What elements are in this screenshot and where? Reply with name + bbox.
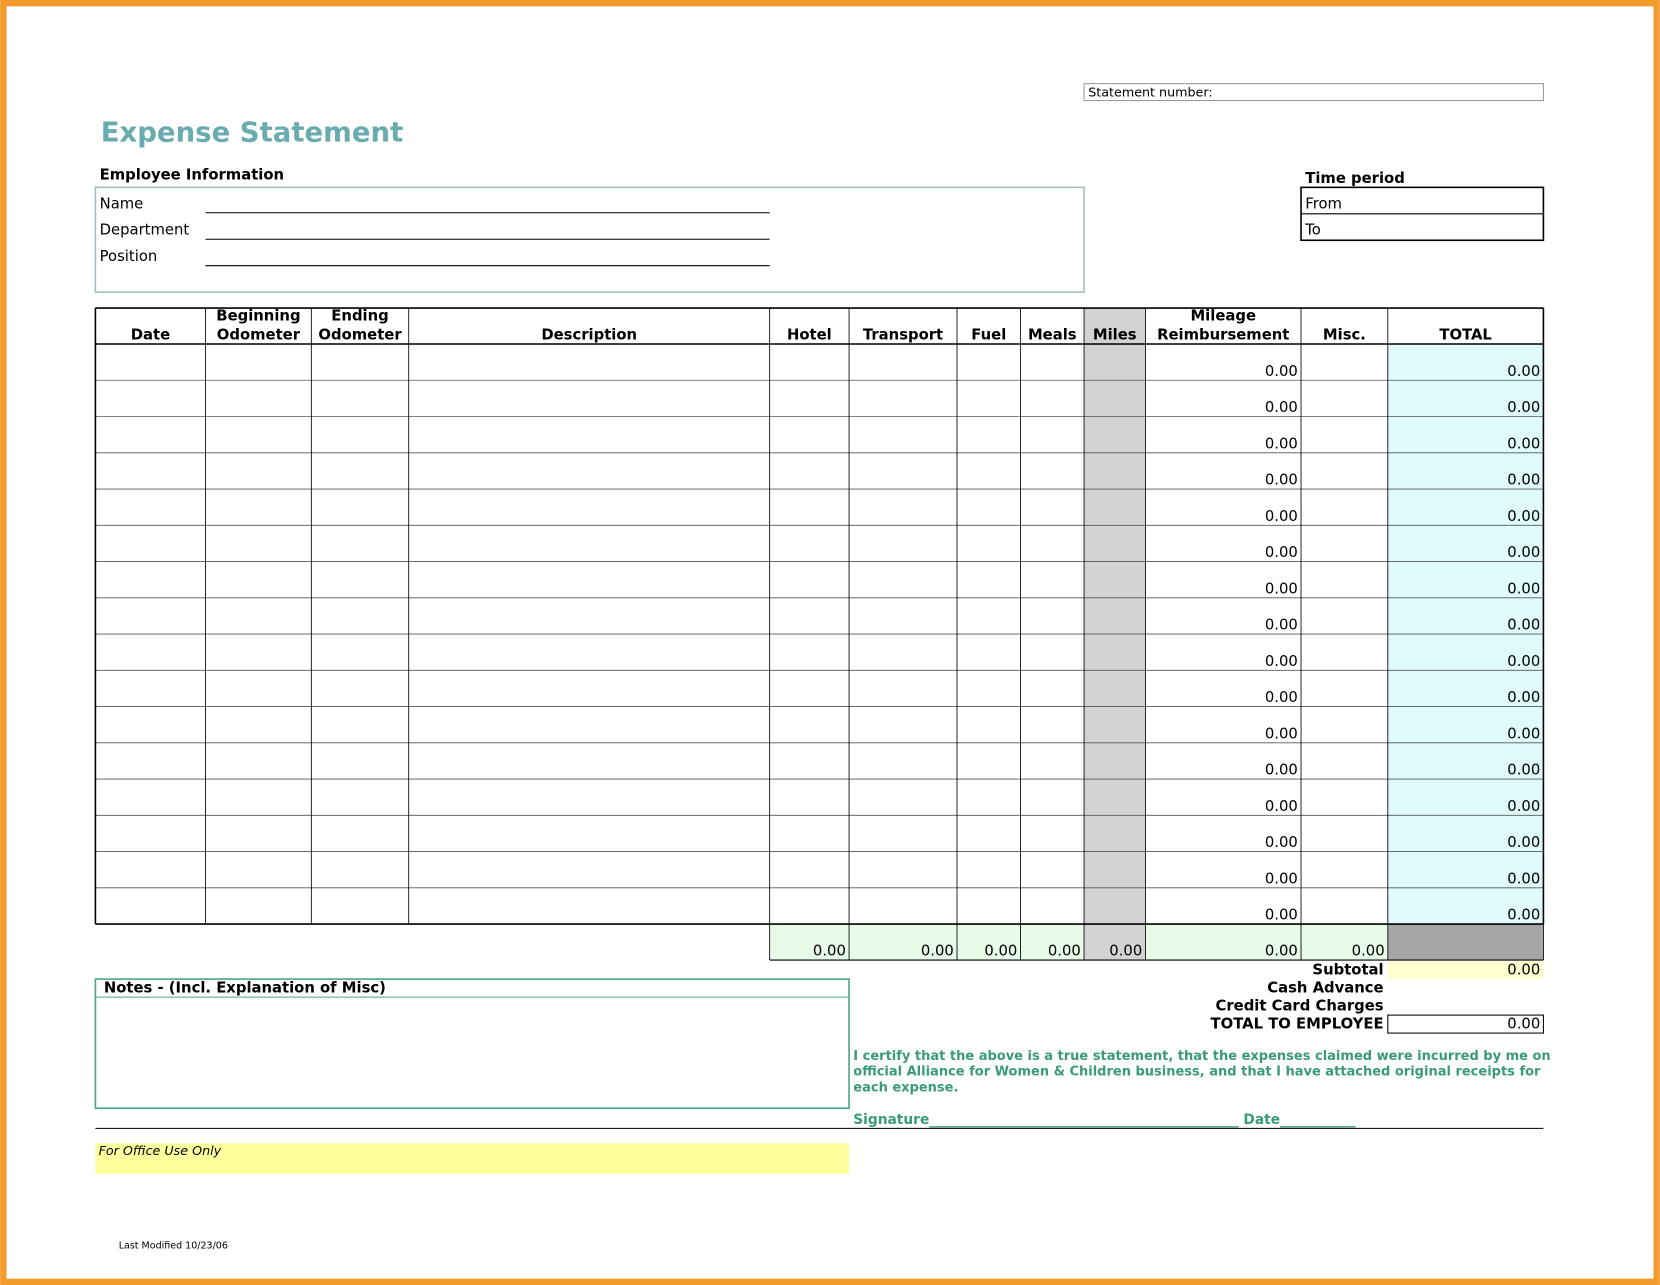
mileage-value: 0.00	[1265, 907, 1298, 924]
mileage-value: 0.00	[1265, 544, 1298, 561]
mileage-value: 0.00	[1265, 834, 1298, 851]
total-value: 0.00	[1507, 544, 1540, 561]
column-header: Beginning	[216, 307, 300, 324]
total-value: 0.00	[1507, 580, 1540, 597]
total-value: 0.00	[1507, 435, 1540, 452]
mileage-value: 0.00	[1265, 399, 1298, 416]
employee-heading: Employee Information	[100, 167, 284, 184]
column-header: Fuel	[971, 327, 1006, 344]
column-header: Miles	[1093, 327, 1137, 344]
summary-value: 0.00	[1507, 962, 1540, 979]
total-value: 0.00	[1507, 798, 1540, 815]
totals-grand-cell	[1387, 924, 1544, 961]
total-value: 0.00	[1507, 689, 1540, 706]
statement-number-label: Statement number:	[1088, 85, 1212, 100]
column-header: Reimbursement	[1157, 327, 1289, 344]
column-header: Odometer	[217, 327, 301, 344]
mileage-value: 0.00	[1265, 725, 1298, 742]
total-value: 0.00	[1507, 363, 1540, 380]
time-period-label: To	[1304, 222, 1321, 239]
column-header: Hotel	[787, 327, 832, 344]
summary-value: 0.00	[1507, 1016, 1540, 1033]
column-header: Description	[541, 327, 637, 344]
column-header: Date	[131, 327, 170, 344]
total-value: 0.00	[1507, 472, 1540, 489]
column-total: 0.00	[1265, 943, 1298, 960]
footer: Last Modified 10/23/06	[119, 1240, 228, 1251]
summary-label: Credit Card Charges	[1216, 998, 1384, 1015]
office-use: For Office Use Only	[99, 1143, 222, 1158]
total-value: 0.00	[1507, 399, 1540, 416]
total-value: 0.00	[1507, 617, 1540, 634]
mileage-value: 0.00	[1265, 472, 1298, 489]
office-use-box	[95, 1143, 850, 1174]
title: Expense Statement	[101, 116, 404, 148]
column-total: 0.00	[921, 943, 954, 960]
mileage-value: 0.00	[1265, 617, 1298, 634]
column-header: Ending	[331, 307, 388, 324]
summary-label: TOTAL TO EMPLOYEE	[1211, 1016, 1384, 1033]
mileage-value: 0.00	[1265, 689, 1298, 706]
statement-number-box	[1083, 83, 1544, 102]
certification: each expense.	[853, 1081, 958, 1096]
column-header: Odometer	[318, 327, 402, 344]
column-total: 0.00	[1352, 943, 1385, 960]
time-period-heading: Time period	[1305, 170, 1405, 187]
column-header: Mileage	[1190, 307, 1256, 324]
column-total: 0.00	[1048, 943, 1081, 960]
mileage-value: 0.00	[1265, 580, 1298, 597]
certification: official Alliance for Women & Children b…	[853, 1065, 1541, 1080]
employee-field-label: Department	[100, 222, 190, 239]
mileage-value: 0.00	[1265, 363, 1298, 380]
column-header: Meals	[1028, 327, 1077, 344]
column-total: 0.00	[1109, 943, 1142, 960]
total-value: 0.00	[1507, 834, 1540, 851]
employee-field-label: Position	[100, 248, 158, 265]
mileage-value: 0.00	[1265, 870, 1298, 887]
total-value: 0.00	[1507, 653, 1540, 670]
summary-label: Cash Advance	[1267, 980, 1383, 997]
column-header: Misc.	[1323, 327, 1366, 344]
column-total: 0.00	[984, 943, 1017, 960]
employee-field-label: Name	[100, 195, 144, 212]
subtotal-cell	[1387, 961, 1544, 980]
signature: Signature_______________________________…	[853, 1112, 1355, 1128]
column-total: 0.00	[813, 943, 846, 960]
total-value: 0.00	[1507, 725, 1540, 742]
mileage-value: 0.00	[1265, 435, 1298, 452]
mileage-value: 0.00	[1265, 798, 1298, 815]
column-header: Transport	[863, 327, 943, 344]
grand-total-cell	[1387, 1014, 1544, 1034]
summary-label: Subtotal	[1312, 962, 1383, 979]
mileage-value: 0.00	[1265, 762, 1298, 779]
total-value: 0.00	[1507, 508, 1540, 525]
total-value: 0.00	[1507, 762, 1540, 779]
time-period-label: From	[1305, 195, 1342, 212]
mileage-value: 0.00	[1265, 508, 1298, 525]
column-header: TOTAL	[1439, 327, 1492, 344]
notes-box	[94, 978, 850, 1110]
certification: I certify that the above is a true state…	[853, 1049, 1550, 1064]
notes-heading: Notes - (Incl. Explanation of Misc)	[104, 980, 386, 997]
mileage-value: 0.00	[1265, 653, 1298, 670]
totals-row	[769, 924, 1085, 961]
total-value: 0.00	[1507, 870, 1540, 887]
employee-box	[94, 186, 1085, 293]
total-value: 0.00	[1507, 907, 1540, 924]
totals-row	[1145, 924, 1388, 961]
